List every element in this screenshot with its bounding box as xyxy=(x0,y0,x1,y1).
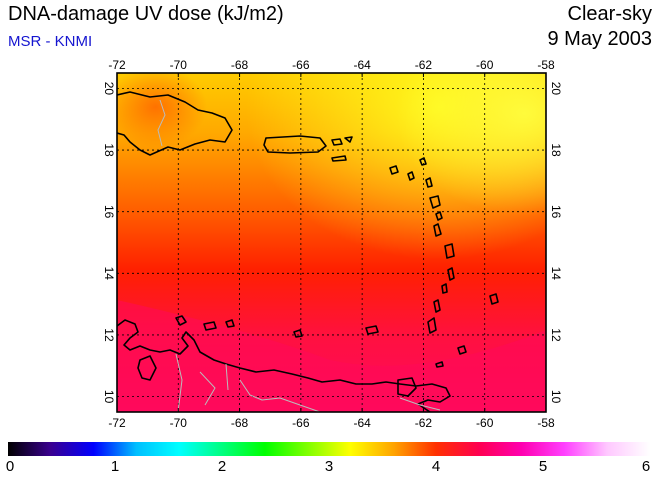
lon-tick-label-bottom: -68 xyxy=(231,416,249,430)
colorbar-tick-label: 2 xyxy=(217,458,227,475)
uv-field xyxy=(117,73,546,412)
lon-tick-label-top: -68 xyxy=(231,58,249,72)
lon-tick-label-bottom: -72 xyxy=(108,416,126,430)
lon-ticks-top: -72 -70 -68 -66 -64 -62 -60 -58 xyxy=(108,58,555,77)
lat-tick-label-left: 18 xyxy=(102,143,116,157)
colorbar-tick-label: 3 xyxy=(324,458,334,475)
lon-tick-label-top: -64 xyxy=(353,58,371,72)
colorbar xyxy=(8,442,650,456)
lat-tick-label-right: 12 xyxy=(549,328,563,342)
borders xyxy=(157,99,441,412)
colorbar-tick-label: 1 xyxy=(110,458,120,475)
sky-condition: Clear-sky xyxy=(567,3,652,25)
lon-tick-label-top: -60 xyxy=(476,58,494,72)
lon-tick-label-top: -58 xyxy=(537,58,555,72)
lat-tick-label-left: 14 xyxy=(102,267,116,281)
lon-tick-label-bottom: -64 xyxy=(353,416,371,430)
map-source: MSR - KNMI xyxy=(8,33,93,50)
lon-tick-label-top: -72 xyxy=(108,58,126,72)
lon-tick-label-bottom: -58 xyxy=(537,416,555,430)
lon-tick-label-top: -66 xyxy=(292,58,310,72)
lat-tick-label-left: 16 xyxy=(102,205,116,219)
colorbar-tick-label: 0 xyxy=(5,458,15,475)
lat-tick-label-left: 10 xyxy=(102,390,116,404)
lon-tick-label-bottom: -62 xyxy=(415,416,433,430)
lon-tick-label-bottom: -60 xyxy=(476,416,494,430)
colorbar-tick-label: 4 xyxy=(431,458,441,475)
colorbar-tick-label: 6 xyxy=(641,458,651,475)
map-title: DNA-damage UV dose (kJ/m2) xyxy=(8,3,284,25)
lat-tick-label-right: 16 xyxy=(549,205,563,219)
lat-tick-label-right: 10 xyxy=(549,390,563,404)
lat-tick-label-right: 20 xyxy=(549,82,563,96)
lon-tick-label-top: -62 xyxy=(415,58,433,72)
lat-ticks-left: 10 12 14 16 18 20 xyxy=(102,82,116,404)
lat-tick-label-right: 14 xyxy=(549,267,563,281)
lat-tick-label-right: 18 xyxy=(549,143,563,157)
coastlines xyxy=(117,91,499,412)
lat-ticks-right: 10 12 14 16 18 20 xyxy=(549,82,563,404)
lon-tick-label-bottom: -70 xyxy=(170,416,188,430)
lon-ticks-bottom: -72 -70 -68 -66 -64 -62 -60 -58 xyxy=(108,408,555,430)
lat-tick-label-left: 12 xyxy=(102,328,116,342)
lat-tick-label-left: 20 xyxy=(102,82,116,96)
lon-tick-label-bottom: -66 xyxy=(292,416,310,430)
map-frame xyxy=(116,72,547,413)
lon-tick-label-top: -70 xyxy=(170,58,188,72)
map-date: 9 May 2003 xyxy=(547,28,652,50)
colorbar-tick-label: 5 xyxy=(538,458,548,475)
